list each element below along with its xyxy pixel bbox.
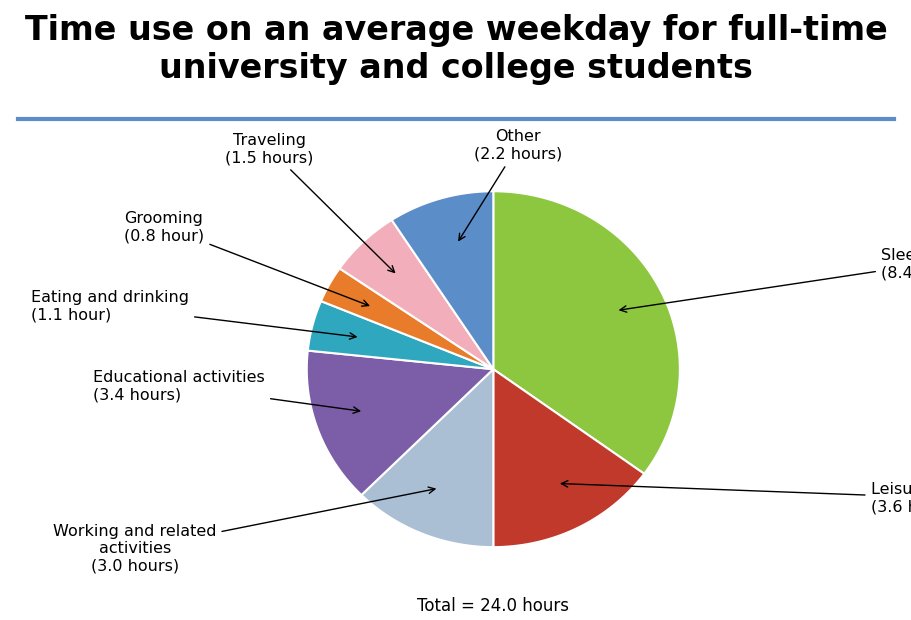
Polygon shape (493, 369, 643, 547)
Polygon shape (306, 350, 493, 495)
Polygon shape (321, 268, 493, 369)
Polygon shape (392, 191, 493, 369)
Polygon shape (307, 301, 493, 369)
Text: Leisure and sports
(3.6 hours): Leisure and sports (3.6 hours) (561, 480, 911, 514)
Text: Sleeping
(8.4 hours): Sleeping (8.4 hours) (619, 248, 911, 312)
Text: Other
(2.2 hours): Other (2.2 hours) (458, 130, 562, 241)
Text: Total = 24.0 hours: Total = 24.0 hours (417, 598, 568, 616)
Text: Grooming
(0.8 hour): Grooming (0.8 hour) (124, 211, 368, 306)
Polygon shape (339, 220, 493, 369)
Text: Educational activities
(3.4 hours): Educational activities (3.4 hours) (93, 370, 359, 414)
Text: Time use on an average weekday for full-time
university and college students: Time use on an average weekday for full-… (25, 14, 886, 85)
Text: Traveling
(1.5 hours): Traveling (1.5 hours) (225, 133, 394, 272)
Text: Eating and drinking
(1.1 hour): Eating and drinking (1.1 hour) (31, 290, 355, 339)
Text: Working and related
activities
(3.0 hours): Working and related activities (3.0 hour… (53, 487, 435, 574)
Polygon shape (361, 369, 493, 547)
Polygon shape (493, 191, 679, 474)
